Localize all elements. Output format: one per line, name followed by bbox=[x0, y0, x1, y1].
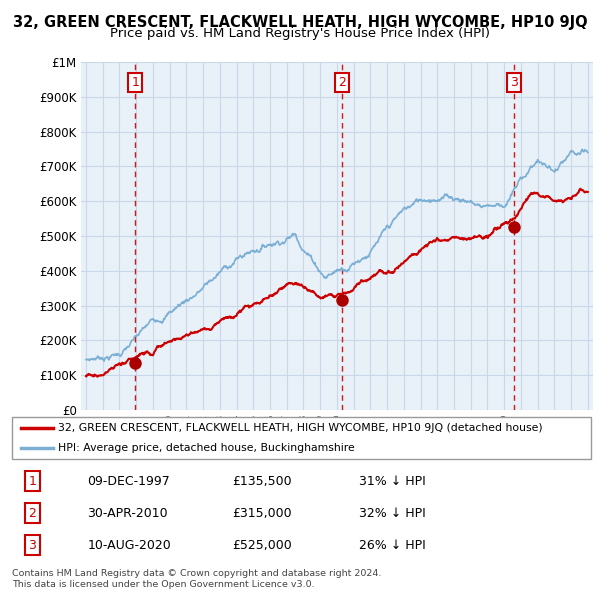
Text: 2: 2 bbox=[28, 507, 36, 520]
Text: 32, GREEN CRESCENT, FLACKWELL HEATH, HIGH WYCOMBE, HP10 9JQ: 32, GREEN CRESCENT, FLACKWELL HEATH, HIG… bbox=[13, 15, 587, 30]
Text: HPI: Average price, detached house, Buckinghamshire: HPI: Average price, detached house, Buck… bbox=[58, 444, 355, 453]
Text: 1: 1 bbox=[131, 76, 139, 89]
Text: 31% ↓ HPI: 31% ↓ HPI bbox=[359, 475, 426, 488]
Text: Price paid vs. HM Land Registry's House Price Index (HPI): Price paid vs. HM Land Registry's House … bbox=[110, 27, 490, 40]
Text: 3: 3 bbox=[28, 539, 36, 552]
Text: £525,000: £525,000 bbox=[232, 539, 292, 552]
Text: £135,500: £135,500 bbox=[232, 475, 292, 488]
Text: 32, GREEN CRESCENT, FLACKWELL HEATH, HIGH WYCOMBE, HP10 9JQ (detached house): 32, GREEN CRESCENT, FLACKWELL HEATH, HIG… bbox=[58, 424, 543, 434]
Text: 10-AUG-2020: 10-AUG-2020 bbox=[87, 539, 171, 552]
Text: 26% ↓ HPI: 26% ↓ HPI bbox=[359, 539, 426, 552]
Text: 30-APR-2010: 30-APR-2010 bbox=[87, 507, 168, 520]
Text: 2: 2 bbox=[338, 76, 346, 89]
Text: 32% ↓ HPI: 32% ↓ HPI bbox=[359, 507, 426, 520]
Text: £315,000: £315,000 bbox=[232, 507, 292, 520]
Text: 09-DEC-1997: 09-DEC-1997 bbox=[87, 475, 170, 488]
Text: Contains HM Land Registry data © Crown copyright and database right 2024.
This d: Contains HM Land Registry data © Crown c… bbox=[12, 569, 382, 589]
Text: 3: 3 bbox=[511, 76, 518, 89]
Text: 1: 1 bbox=[28, 475, 36, 488]
